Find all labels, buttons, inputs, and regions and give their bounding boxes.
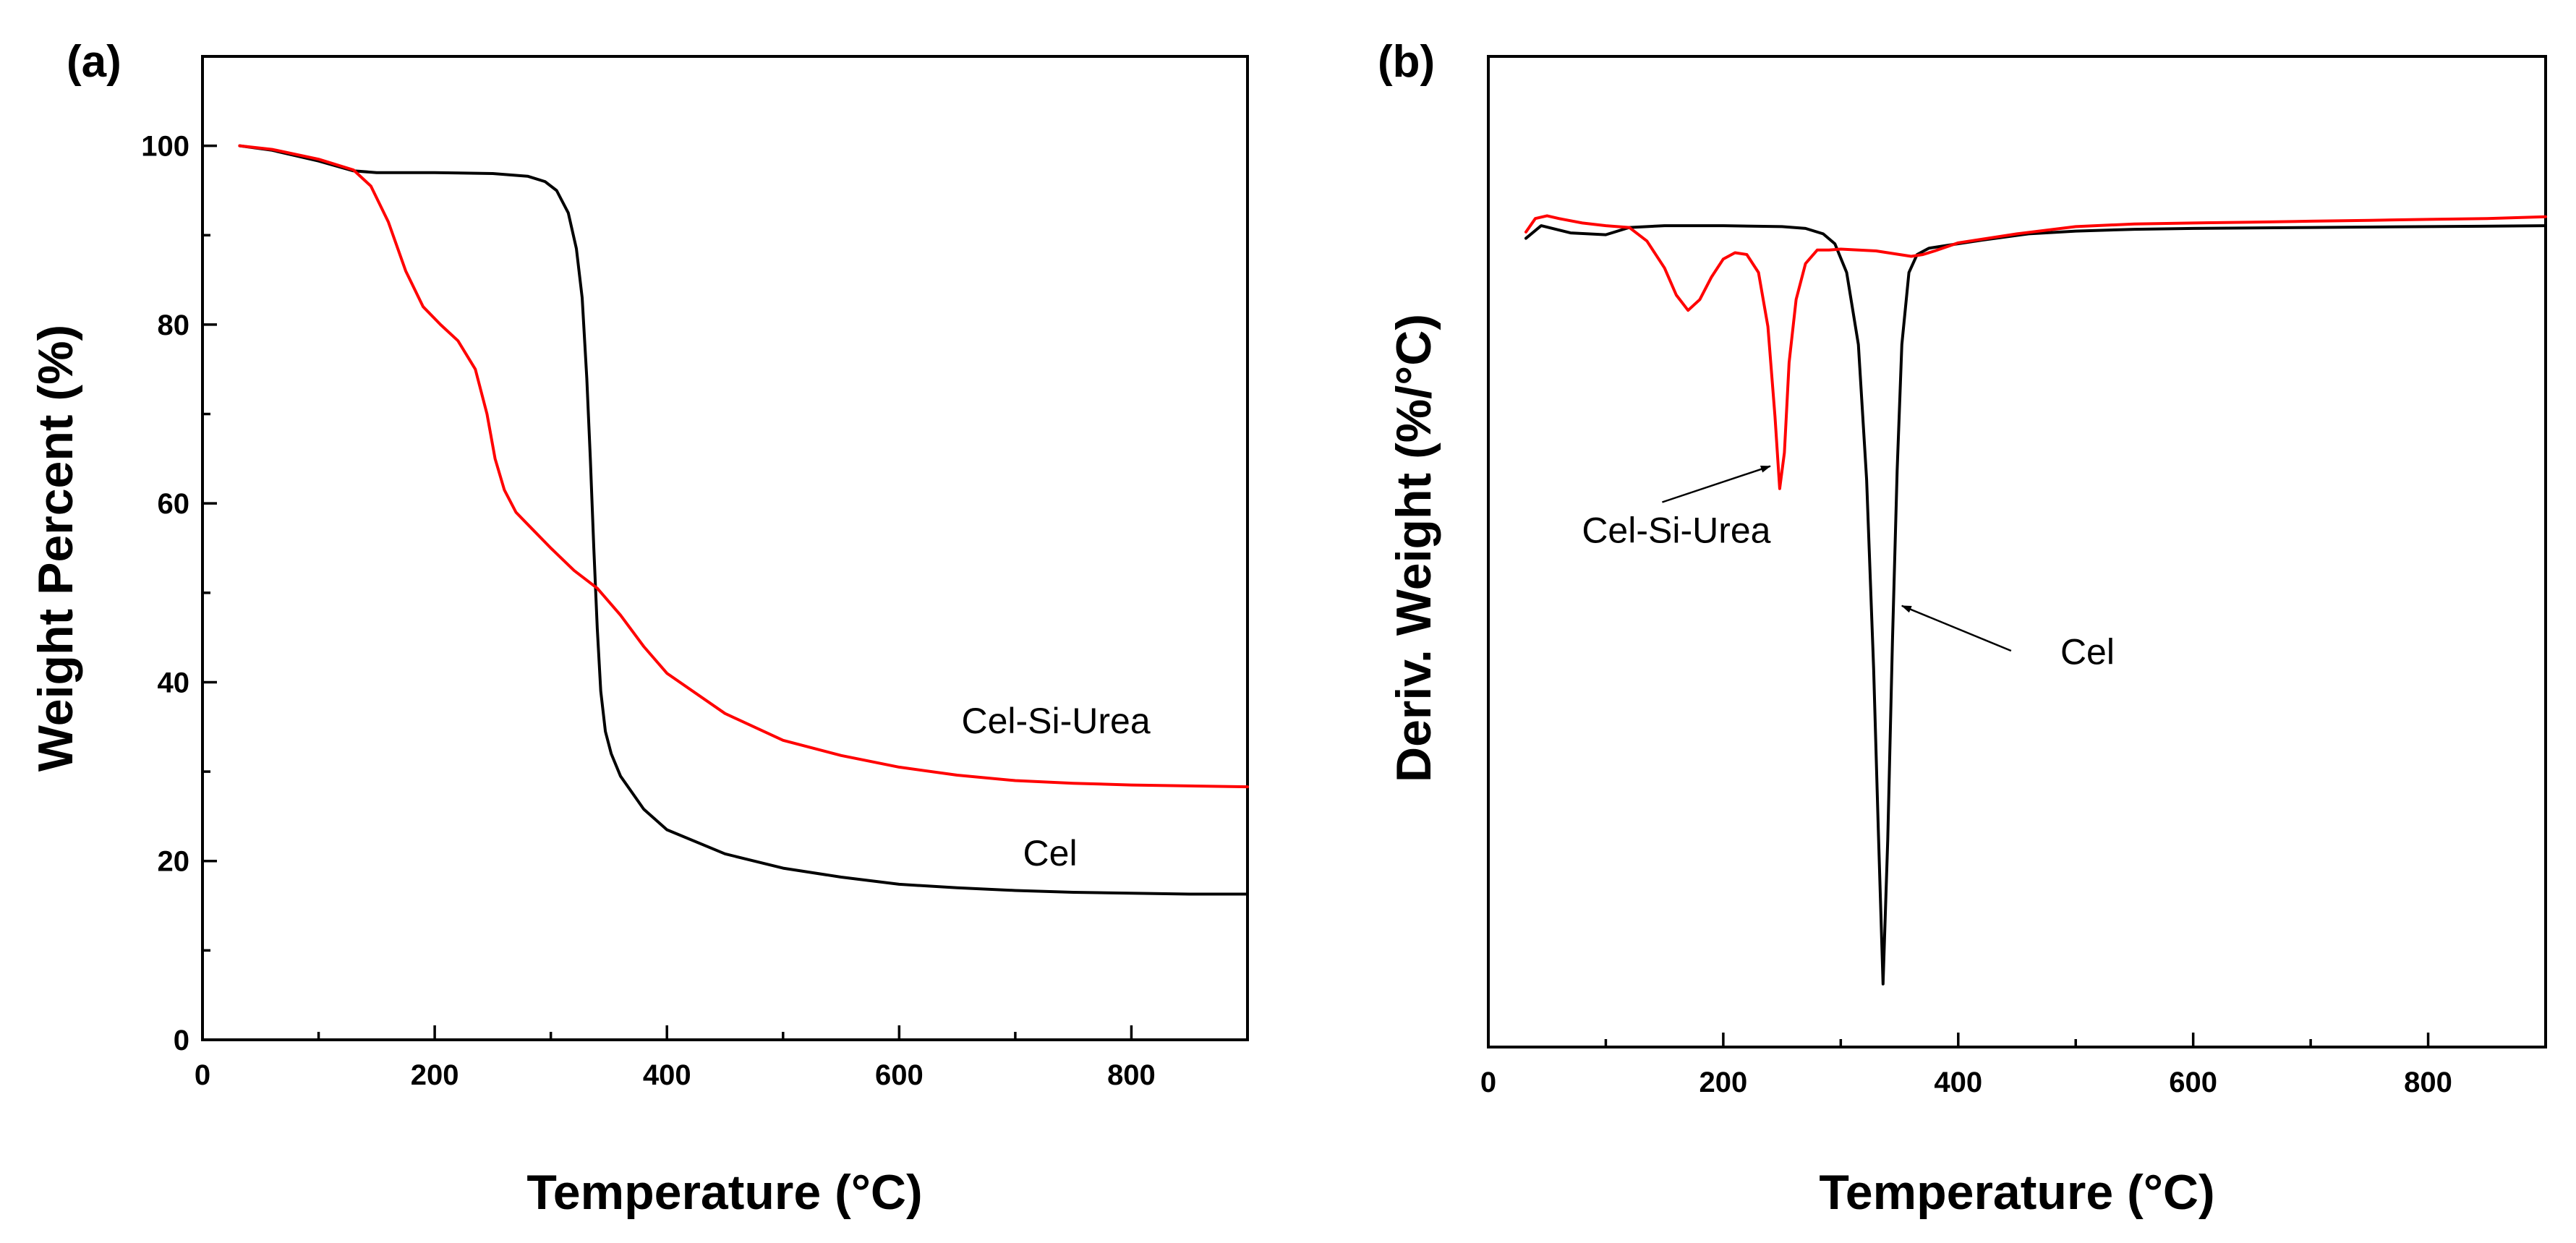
series-line-cel-si-urea: [1524, 214, 2547, 490]
x-ticks-b: 0 200 400 600 800: [1480, 1033, 2452, 1098]
y-tick-label: 60: [158, 488, 190, 520]
x-tick-label: 800: [2404, 1067, 2452, 1098]
panel-label-a: (a): [67, 37, 121, 87]
x-tick-label: 200: [411, 1059, 459, 1091]
y-tick-label: 100: [141, 131, 189, 163]
annotation-cel: Cel: [2060, 632, 2115, 672]
annotations-a: Cel-Si-Urea Cel: [961, 701, 1150, 873]
y-tick-label: 20: [158, 846, 190, 878]
y-tick-label: 40: [158, 667, 190, 699]
x-tick-label: 0: [1480, 1067, 1496, 1098]
x-tick-label: 600: [875, 1059, 924, 1091]
x-tick-label: 600: [2169, 1067, 2217, 1098]
annotation-cel-si-urea: Cel-Si-Urea: [1582, 511, 1770, 551]
panel-a: (a) 0 200 400 600 800 0 20 40 60 80 100 Cel-Si-Ur…: [28, 37, 1249, 1220]
series-line-cel: [1524, 224, 2547, 986]
x-axis-title-a: Temperature (°C): [526, 1165, 922, 1220]
x-tick-label: 400: [1934, 1067, 1982, 1098]
series-group-b: [1524, 214, 2547, 986]
x-ticks-a: 0 200 400 600 800: [195, 1025, 1156, 1091]
x-tick-label: 0: [195, 1059, 210, 1091]
panel-b: (b) 0 200 400 600 800 Cel-Si-Urea Cel Tempera…: [1378, 37, 2547, 1220]
plot-frame-b: [1487, 55, 2547, 1048]
y-tick-label: 0: [174, 1025, 189, 1056]
plot-frame-a: [201, 55, 1249, 1041]
annotation-arrow-cel: [1901, 605, 2012, 652]
y-axis-title-a: Weight Percent (%): [28, 325, 83, 772]
series-group-a: [238, 144, 1249, 896]
annotation-cel: Cel: [1023, 833, 1078, 873]
y-axis-title-b: Deriv. Weight (%/°C): [1386, 314, 1441, 782]
series-line-cel: [238, 144, 1249, 896]
annotation-cel-si-urea: Cel-Si-Urea: [961, 701, 1150, 741]
series-line-cel-si-urea: [238, 144, 1249, 789]
panel-label-b: (b): [1378, 37, 1435, 87]
x-tick-label: 800: [1107, 1059, 1156, 1091]
x-axis-title-b: Temperature (°C): [1819, 1165, 2214, 1220]
y-tick-label: 80: [158, 309, 190, 341]
annotations-b: Cel-Si-Urea Cel: [1582, 465, 2115, 672]
y-ticks-a: 0 20 40 60 80 100: [141, 131, 217, 1056]
annotation-arrow-cel-si-urea: [1662, 465, 1771, 503]
x-tick-label: 200: [1699, 1067, 1748, 1098]
x-tick-label: 400: [643, 1059, 691, 1091]
